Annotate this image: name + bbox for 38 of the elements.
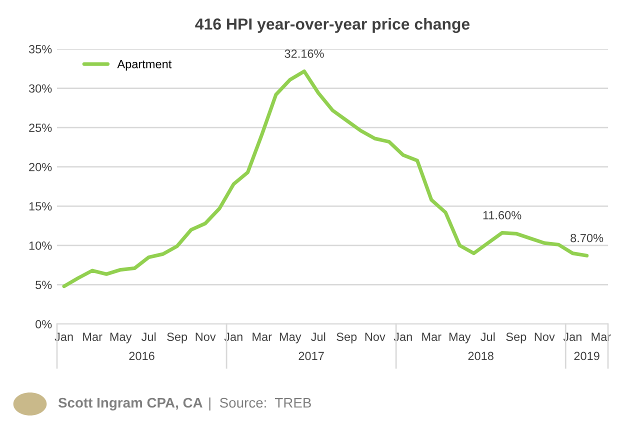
y-tick-label: 15% xyxy=(29,202,52,211)
x-tick-label: May xyxy=(280,332,302,344)
x-tick-label: Sep xyxy=(336,332,357,344)
x-tick-label: Mar xyxy=(422,332,442,342)
x-tick-label: Nov xyxy=(534,332,555,342)
y-tick-label: 35% xyxy=(28,45,52,54)
y-tick-label: 10% xyxy=(29,241,52,250)
x-tick-label: Jul xyxy=(141,332,156,342)
x-tick-label: Nov xyxy=(196,332,216,342)
chart-title: 416 HPI year-over-year price change xyxy=(195,18,470,33)
x-tick-label: May xyxy=(449,332,471,344)
legend-label: Apartment xyxy=(117,60,172,71)
x-tick-label: Mar xyxy=(252,332,272,342)
y-tick-label: 20% xyxy=(29,162,52,172)
text: Scott Ingram CPA, CA xyxy=(58,398,202,410)
text: | Source: TREB xyxy=(209,397,311,411)
x-tick-label: Jan xyxy=(394,332,412,342)
data-label: 8.70% xyxy=(570,234,604,242)
x-tick-label: Sep xyxy=(506,332,526,344)
x-tick-label: Mar xyxy=(83,332,102,342)
x-tick-label: Nov xyxy=(365,332,386,342)
text: 2017 xyxy=(298,352,324,360)
text: 2016 xyxy=(129,352,154,360)
x-tick-label: May xyxy=(110,332,132,344)
y-tick-label: 0% xyxy=(36,320,52,328)
text: 2018 xyxy=(468,352,494,360)
x-tick-label: Jan xyxy=(224,332,242,342)
x-tick-label: Sep xyxy=(167,332,188,344)
x-tick-label: Jul xyxy=(480,332,495,342)
x-tick-label: Jan xyxy=(563,332,582,342)
y-tick-label: 5% xyxy=(36,280,52,290)
y-tick-label: 25% xyxy=(29,124,52,132)
x-tick-label: Jul xyxy=(311,332,326,342)
text: 2019 xyxy=(574,352,600,360)
x-tick-label: Jan xyxy=(54,332,73,342)
y-tick-label: 30% xyxy=(28,84,52,93)
data-label: 32.16% xyxy=(284,50,324,58)
data-label: 11.60% xyxy=(483,211,522,220)
